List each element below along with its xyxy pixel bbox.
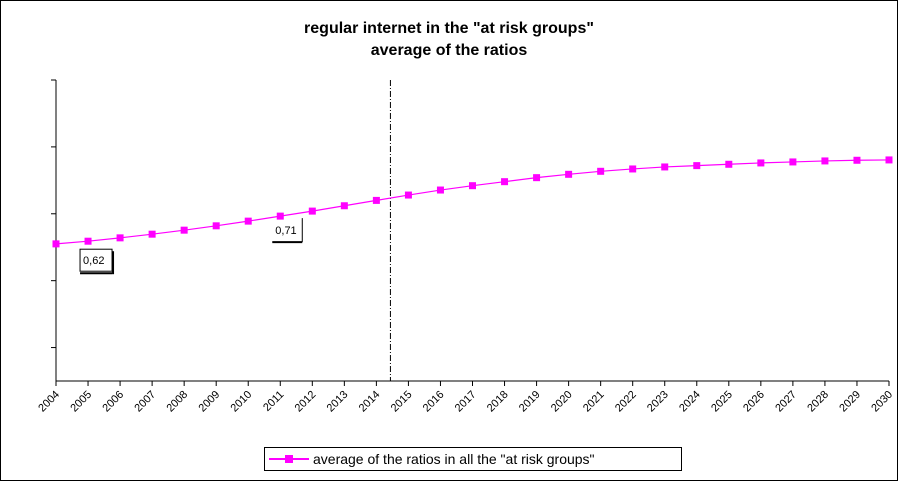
x-tick-label: 2030 [869, 389, 895, 415]
data-point [629, 165, 637, 173]
chart-title: regular internet in the "at risk groups"… [0, 18, 898, 62]
x-tick-label: 2024 [677, 389, 703, 415]
data-point [84, 237, 92, 245]
data-point [789, 158, 797, 166]
x-tick-label: 2027 [773, 389, 799, 415]
x-tick-label: 2004 [36, 389, 62, 415]
data-point [757, 159, 765, 167]
chart-title-line-1: regular internet in the "at risk groups" [304, 20, 594, 37]
x-tick-label: 2018 [485, 389, 511, 415]
x-tick-label: 2016 [421, 389, 447, 415]
data-point [212, 222, 220, 230]
data-point [308, 207, 316, 215]
x-axis-ticks: 2004 2005 2006 2007 2008 2009 2010 2011 2012 2013… [36, 381, 895, 414]
annotation-label: 0,71 [275, 225, 296, 237]
x-tick-label: 2019 [517, 389, 543, 415]
data-point [597, 167, 605, 175]
data-point [436, 186, 444, 194]
series-group [52, 156, 893, 248]
x-tick-label: 2009 [197, 389, 223, 415]
legend-swatch [269, 447, 313, 471]
data-point [821, 157, 829, 165]
x-tick-label: 2013 [325, 389, 351, 415]
data-point [340, 202, 348, 210]
legend-swatch-marker [285, 455, 293, 463]
x-tick-label: 2026 [741, 389, 767, 415]
x-tick-label: 2022 [613, 389, 639, 415]
data-point [661, 163, 669, 171]
x-tick-label: 2014 [357, 389, 383, 415]
x-tick-label: 2021 [581, 389, 607, 415]
data-point [180, 226, 188, 234]
data-point [116, 234, 124, 242]
annotations-group: 0,62 0,71 [79, 218, 303, 275]
data-point [885, 156, 893, 164]
data-point [725, 160, 733, 168]
x-tick-label: 2017 [453, 389, 479, 415]
data-point [565, 170, 573, 178]
x-tick-label: 2012 [293, 389, 319, 415]
x-tick-label: 2008 [164, 389, 190, 415]
legend-label: average of the ratios in all the "at ris… [313, 451, 595, 467]
data-point [148, 230, 156, 238]
x-tick-label: 2023 [645, 389, 671, 415]
annotation: 0,62 [79, 248, 115, 275]
x-tick-label: 2011 [261, 389, 286, 414]
x-tick-label: 2028 [805, 389, 831, 415]
data-point [501, 178, 509, 186]
x-tick-label: 2015 [389, 389, 415, 415]
annotation: 0,71 [272, 218, 303, 244]
chart-title-line-2: average of the ratios [370, 42, 528, 59]
legend: average of the ratios in all the "at ris… [264, 447, 682, 471]
data-point [853, 156, 861, 164]
data-point [693, 162, 701, 170]
data-point [52, 240, 60, 248]
annotation-label: 0,62 [83, 255, 104, 267]
data-point [404, 191, 412, 199]
x-tick-label: 2029 [837, 389, 863, 415]
x-tick-label: 2025 [709, 389, 735, 415]
x-tick-label: 2005 [68, 389, 94, 415]
data-point [469, 182, 476, 190]
data-point [276, 212, 284, 220]
data-point [244, 217, 252, 225]
x-tick-label: 2006 [100, 389, 126, 415]
x-tick-label: 2007 [132, 389, 158, 415]
x-tick-label: 2010 [229, 389, 255, 415]
data-point [533, 174, 541, 182]
data-point [372, 196, 380, 204]
x-tick-label: 2020 [549, 389, 575, 415]
